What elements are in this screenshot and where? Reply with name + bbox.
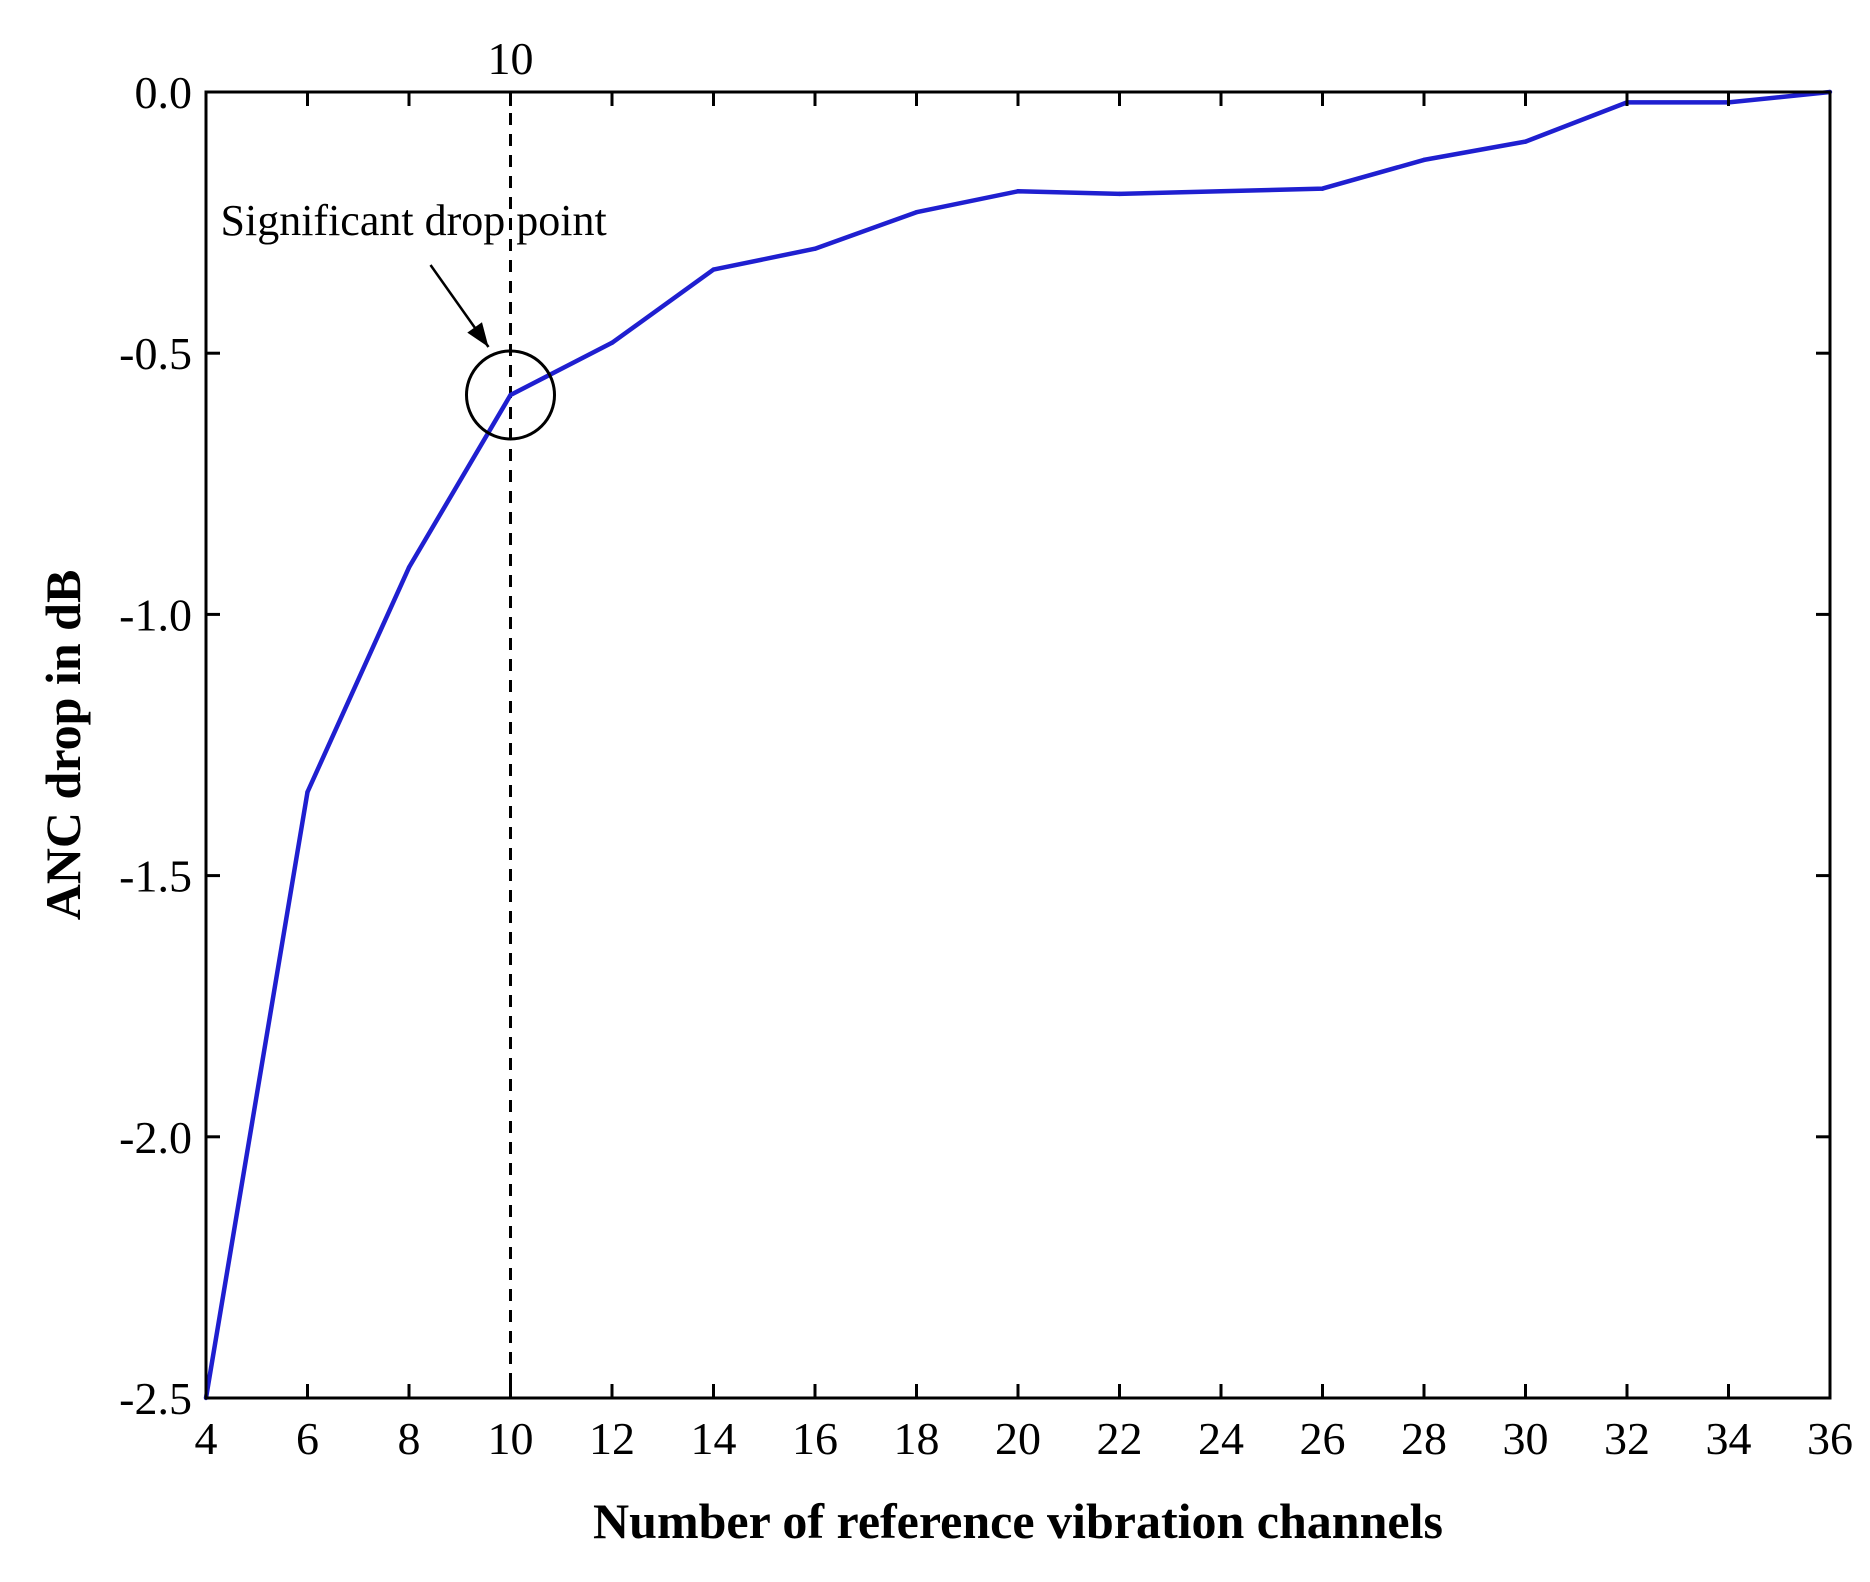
data-point: [1218, 189, 1224, 194]
y-tick-label: -0.5: [119, 328, 192, 379]
plot-frame: [204, 90, 1832, 1400]
x-tick-label: 30: [1503, 1413, 1549, 1464]
y-axis-title: ANC drop in dB: [35, 570, 91, 921]
x-tick-label: 4: [195, 1413, 218, 1464]
y-tick-label: -2.5: [119, 1373, 192, 1424]
x-axis-title: Number of reference vibration channels: [593, 1493, 1443, 1549]
y-tick-label: -2.0: [119, 1112, 192, 1163]
data-point: [812, 246, 818, 251]
data-point: [1117, 191, 1122, 197]
plot-layer: [203, 89, 1833, 1401]
annotation-text: Significant drop point: [221, 196, 607, 245]
x-tick-label: 36: [1807, 1413, 1853, 1464]
data-point: [1320, 186, 1325, 191]
x-tick-label: 14: [691, 1413, 737, 1464]
y-tick-label: 0.0: [135, 67, 193, 118]
data-point: [914, 209, 919, 215]
drop-point-marker-circle: [465, 349, 556, 441]
data-point: [609, 340, 615, 345]
data-point: [711, 267, 716, 272]
data-point: [406, 565, 412, 570]
x-tick-label: 28: [1401, 1413, 1447, 1464]
x-tick-label: 24: [1198, 1413, 1244, 1464]
x-tick-label: 26: [1300, 1413, 1346, 1464]
y-tick-label: -1.0: [119, 589, 192, 640]
data-point: [305, 789, 310, 795]
data-point: [1523, 139, 1528, 144]
x-tick-label: 8: [398, 1413, 421, 1464]
x-tick-label: 32: [1604, 1413, 1650, 1464]
annotation-arrowhead: [467, 322, 489, 347]
x-tick-label: 20: [995, 1413, 1041, 1464]
x-tick-label: 16: [792, 1413, 838, 1464]
x-tick-label: 10: [488, 1413, 534, 1464]
x-tick-label: 34: [1706, 1413, 1752, 1464]
x-tick-label: 18: [894, 1413, 940, 1464]
data-point: [508, 392, 513, 398]
axes-layer: [204, 90, 1832, 1400]
data-point: [1421, 157, 1427, 163]
x-tick-label: 6: [296, 1413, 319, 1464]
data-point: [1015, 189, 1021, 194]
x-tick-label: 22: [1097, 1413, 1143, 1464]
series-line-0: [203, 89, 1831, 1399]
label-layer: Significant drop point 10 4 6 8 10 12 14 16 18 20 2…: [35, 33, 1853, 1549]
x-tick-label: 12: [589, 1413, 635, 1464]
y-tick-label: -1.5: [119, 851, 192, 902]
reference-line-label: 10: [488, 33, 534, 84]
